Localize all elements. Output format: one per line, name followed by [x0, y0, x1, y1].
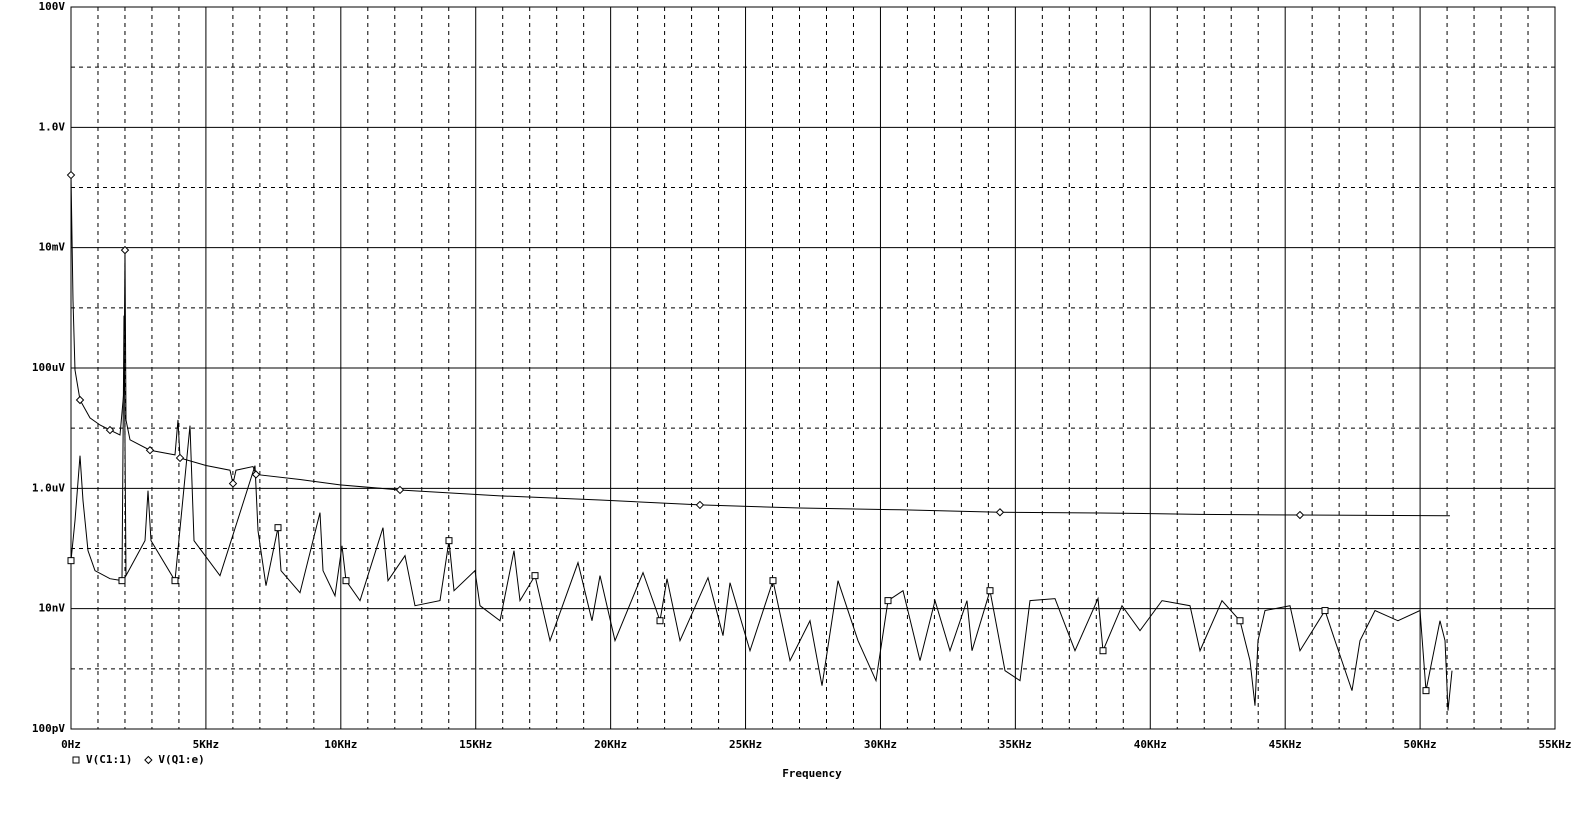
x-tick-label: 0Hz	[61, 738, 81, 751]
legend-label: V(C1:1)	[86, 753, 132, 766]
y-tick-label: 100V	[39, 0, 66, 13]
point-marker	[67, 557, 75, 565]
legend-symbol	[72, 756, 80, 764]
point-marker	[1321, 607, 1329, 615]
point-marker	[1099, 647, 1107, 655]
legend-symbol	[144, 755, 153, 765]
point-marker	[769, 577, 777, 585]
point-marker	[145, 446, 155, 455]
x-tick-label: 20KHz	[594, 738, 627, 751]
point-marker	[75, 395, 85, 405]
point-marker	[995, 508, 1005, 517]
point-marker	[120, 245, 130, 255]
x-tick-label: 5KHz	[193, 738, 220, 751]
x-tick-label: 10KHz	[324, 738, 357, 751]
y-tick-label: 10nV	[39, 602, 66, 615]
plot-frame	[70, 6, 1556, 730]
point-marker	[342, 577, 350, 585]
x-tick-label: 25KHz	[729, 738, 762, 751]
point-marker	[986, 587, 994, 595]
x-tick-label: 55KHz	[1538, 738, 1571, 751]
x-axis-label: Frequency	[782, 767, 842, 780]
point-marker	[228, 479, 238, 488]
x-tick-label: 15KHz	[459, 738, 492, 751]
point-marker	[175, 453, 185, 463]
point-marker	[1295, 510, 1305, 520]
point-marker	[105, 425, 115, 435]
series-line	[70, 175, 1450, 517]
y-tick-label: 100uV	[32, 361, 65, 374]
point-marker	[274, 524, 282, 532]
point-marker	[695, 500, 705, 510]
point-marker	[884, 597, 892, 605]
x-tick-label: 30KHz	[864, 738, 897, 751]
y-tick-label: 10mV	[39, 241, 66, 254]
point-marker	[531, 572, 539, 580]
x-tick-label: 45KHz	[1269, 738, 1302, 751]
x-tick-label: 50KHz	[1404, 738, 1437, 751]
point-marker	[1422, 687, 1430, 695]
x-tick-label: 35KHz	[999, 738, 1032, 751]
point-marker	[118, 577, 126, 585]
point-marker	[395, 485, 405, 495]
point-marker	[251, 470, 261, 479]
y-tick-label: 1.0uV	[32, 481, 65, 494]
point-marker	[656, 617, 664, 625]
series-line	[70, 315, 1453, 711]
point-marker	[1236, 617, 1244, 625]
point-marker	[171, 577, 179, 585]
point-marker	[66, 170, 76, 180]
point-marker	[445, 537, 453, 545]
y-tick-label: 1.0V	[39, 120, 66, 133]
y-tick-label: 100pV	[32, 722, 65, 735]
legend-label: V(Q1:e)	[158, 753, 204, 766]
x-tick-label: 40KHz	[1134, 738, 1167, 751]
